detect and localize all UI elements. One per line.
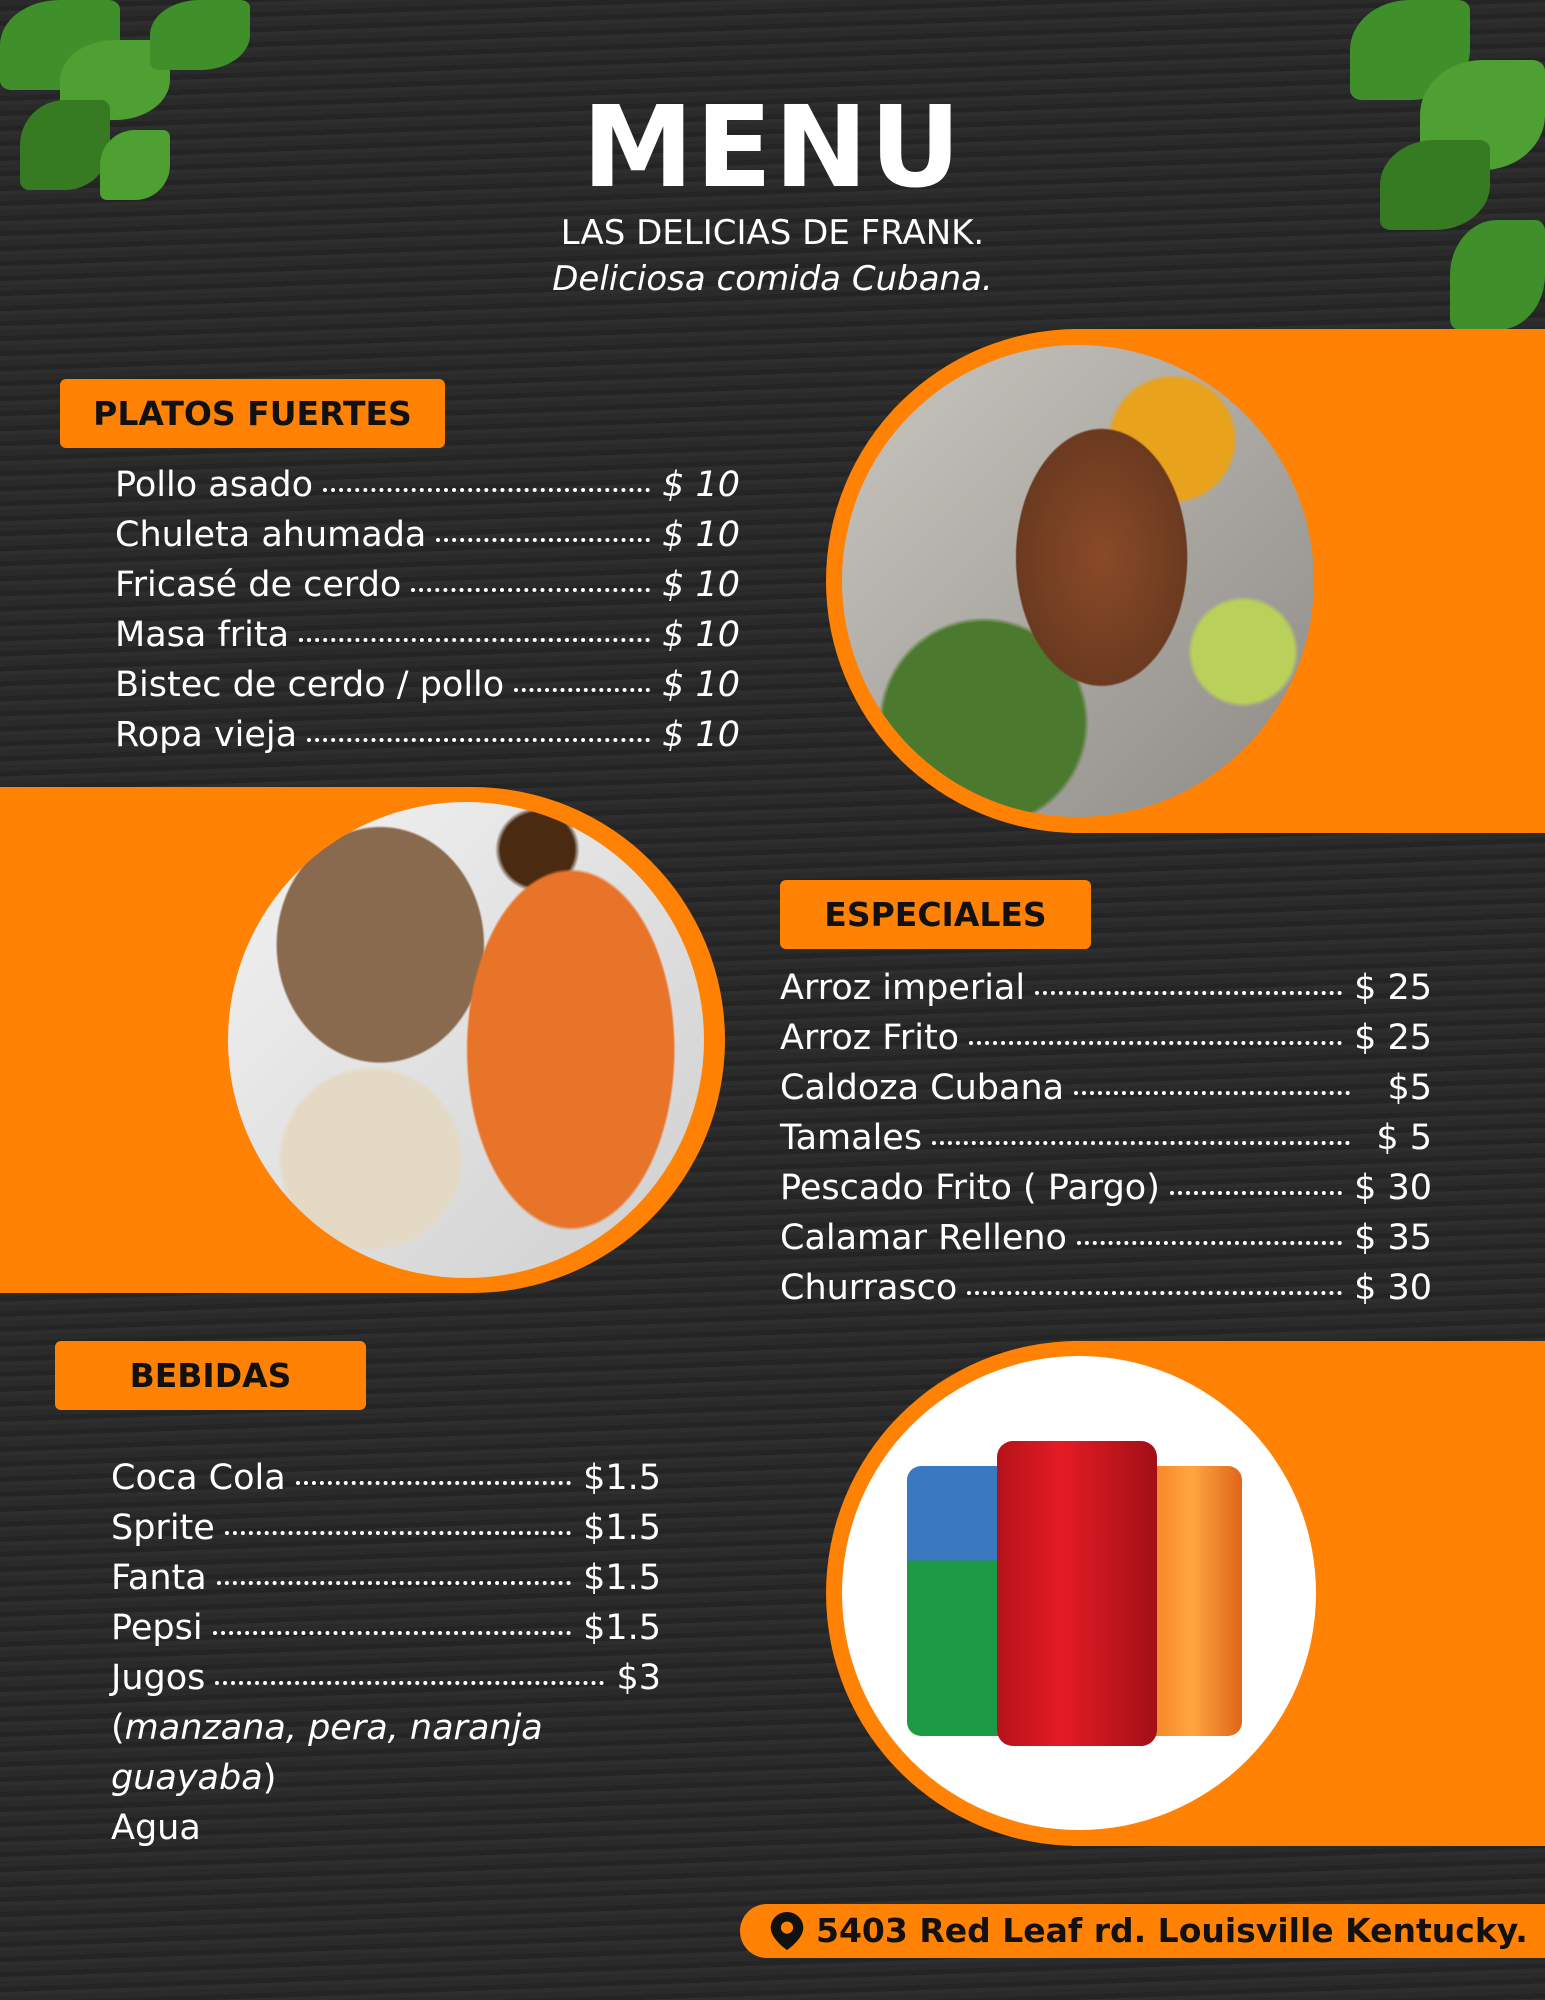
address-pill: 5403 Red Leaf rd. Louisville Kentucky. xyxy=(740,1904,1545,1958)
item-name: Fanta xyxy=(111,1558,207,1598)
item-name: Arroz Frito xyxy=(780,1018,960,1058)
menu-item-agua: Agua xyxy=(111,1808,201,1848)
dot-leader xyxy=(216,1581,572,1585)
bebidas-list: Coca Cola $1.5 Sprite $1.5 Fanta $1.5 Pepsi… xyxy=(111,1453,661,1853)
menu-item: Pescado Frito ( Pargo) $ 30 xyxy=(780,1163,1432,1213)
item-price: $ 25 xyxy=(1354,968,1432,1008)
item-price: $ 10 xyxy=(662,465,740,505)
note-paren: ) xyxy=(262,1758,277,1798)
menu-item: Fanta $1.5 xyxy=(111,1553,661,1603)
plate-photo xyxy=(228,802,704,1278)
dot-leader xyxy=(212,1631,572,1635)
menu-title: MENU xyxy=(582,83,963,213)
menu-item: Sprite $1.5 xyxy=(111,1503,661,1553)
especiales-list: Arroz imperial $ 25 Arroz Frito $ 25 Caldo… xyxy=(780,963,1432,1313)
juice-flavors: manzana, pera, naranja guayaba xyxy=(111,1708,543,1798)
item-price: $ 10 xyxy=(662,715,740,755)
menu-item: Churrasco $ 30 xyxy=(780,1263,1432,1313)
dot-leader xyxy=(411,588,651,592)
item-price: $1.5 xyxy=(583,1608,661,1648)
item-price: $ 5 xyxy=(1376,1118,1432,1158)
item-price: $ 10 xyxy=(662,665,740,705)
menu-item: Masa frita $ 10 xyxy=(115,610,740,660)
item-name: Pepsi xyxy=(111,1608,203,1648)
dot-leader xyxy=(436,538,651,542)
address-text: 5403 Red Leaf rd. Louisville Kentucky. xyxy=(816,1911,1528,1950)
item-price: $ 30 xyxy=(1354,1268,1432,1308)
dot-leader xyxy=(307,738,651,742)
location-pin-icon xyxy=(770,1912,804,1950)
menu-item: Arroz Frito $ 25 xyxy=(780,1013,1432,1063)
dot-leader xyxy=(969,1041,1343,1045)
item-name: Fricasé de cerdo xyxy=(115,565,402,605)
item-name: Masa frita xyxy=(115,615,290,655)
menu-item: Tamales $ 5 xyxy=(780,1113,1432,1163)
dot-leader xyxy=(215,1681,605,1685)
parsley-top-right xyxy=(1320,0,1545,335)
tagline: Deliciosa comida Cubana. xyxy=(552,259,993,299)
restaurant-name: LAS DELICIAS DE FRANK. xyxy=(560,213,985,253)
menu-item: Jugos $3 xyxy=(111,1653,661,1703)
menu-item: Fricasé de cerdo $ 10 xyxy=(115,560,740,610)
dot-leader xyxy=(514,688,651,692)
juice-flavors-note: (manzana, pera, naranja guayaba) xyxy=(111,1703,591,1803)
menu-item: Caldoza Cubana $5 xyxy=(780,1063,1432,1113)
item-name: Sprite xyxy=(111,1508,215,1548)
bebidas-badge: BEBIDAS xyxy=(55,1341,366,1410)
item-name: Churrasco xyxy=(780,1268,958,1308)
item-name: Arroz imperial xyxy=(780,968,1026,1008)
item-name: Pescado Frito ( Pargo) xyxy=(780,1168,1160,1208)
especiales-badge: ESPECIALES xyxy=(780,880,1091,949)
item-name: Pollo asado xyxy=(115,465,314,505)
item-name: Bistec de cerdo / pollo xyxy=(115,665,505,705)
dot-leader xyxy=(932,1141,1350,1145)
dot-leader xyxy=(224,1531,572,1535)
item-name: Caldoza Cubana xyxy=(780,1068,1065,1108)
coca-cola-can xyxy=(997,1441,1157,1746)
menu-item: Pollo asado $ 10 xyxy=(115,460,740,510)
item-price: $1.5 xyxy=(583,1558,661,1598)
menu-item: Ropa vieja $ 10 xyxy=(115,710,740,760)
platos-fuertes-badge: PLATOS FUERTES xyxy=(60,379,445,448)
dot-leader xyxy=(323,488,651,492)
sodas-photo xyxy=(842,1356,1316,1830)
item-name: Tamales xyxy=(780,1118,923,1158)
item-price: $ 10 xyxy=(662,565,740,605)
note-paren: ( xyxy=(111,1708,125,1748)
dot-leader xyxy=(1169,1191,1343,1195)
item-name: Jugos xyxy=(111,1658,206,1698)
parsley-top-left xyxy=(0,0,260,210)
platos-fuertes-list: Pollo asado $ 10 Chuleta ahumada $ 10 Fric… xyxy=(115,460,740,760)
fanta-can xyxy=(1142,1466,1242,1736)
item-name: Coca Cola xyxy=(111,1458,286,1498)
dot-leader xyxy=(299,638,651,642)
menu-item: Calamar Relleno $ 35 xyxy=(780,1213,1432,1263)
menu-item: Coca Cola $1.5 xyxy=(111,1453,661,1503)
dot-leader xyxy=(1074,1091,1350,1095)
dot-leader xyxy=(967,1291,1343,1295)
menu-item: Pepsi $1.5 xyxy=(111,1603,661,1653)
item-price: $3 xyxy=(616,1658,661,1698)
dot-leader xyxy=(1076,1241,1343,1245)
menu-item: Bistec de cerdo / pollo $ 10 xyxy=(115,660,740,710)
item-price: $ 10 xyxy=(662,615,740,655)
item-price: $1.5 xyxy=(583,1458,661,1498)
dot-leader xyxy=(295,1481,572,1485)
item-price: $ 35 xyxy=(1354,1218,1432,1258)
item-price: $ 25 xyxy=(1354,1018,1432,1058)
item-name: Calamar Relleno xyxy=(780,1218,1067,1258)
fish-photo xyxy=(842,345,1314,817)
menu-item: Arroz imperial $ 25 xyxy=(780,963,1432,1013)
item-price: $ 30 xyxy=(1354,1168,1432,1208)
menu-item: Chuleta ahumada $ 10 xyxy=(115,510,740,560)
item-name: Ropa vieja xyxy=(115,715,298,755)
dot-leader xyxy=(1035,991,1343,995)
item-price: $ 10 xyxy=(662,515,740,555)
item-price: $5 xyxy=(1387,1068,1432,1108)
item-price: $1.5 xyxy=(583,1508,661,1548)
item-name: Chuleta ahumada xyxy=(115,515,427,555)
